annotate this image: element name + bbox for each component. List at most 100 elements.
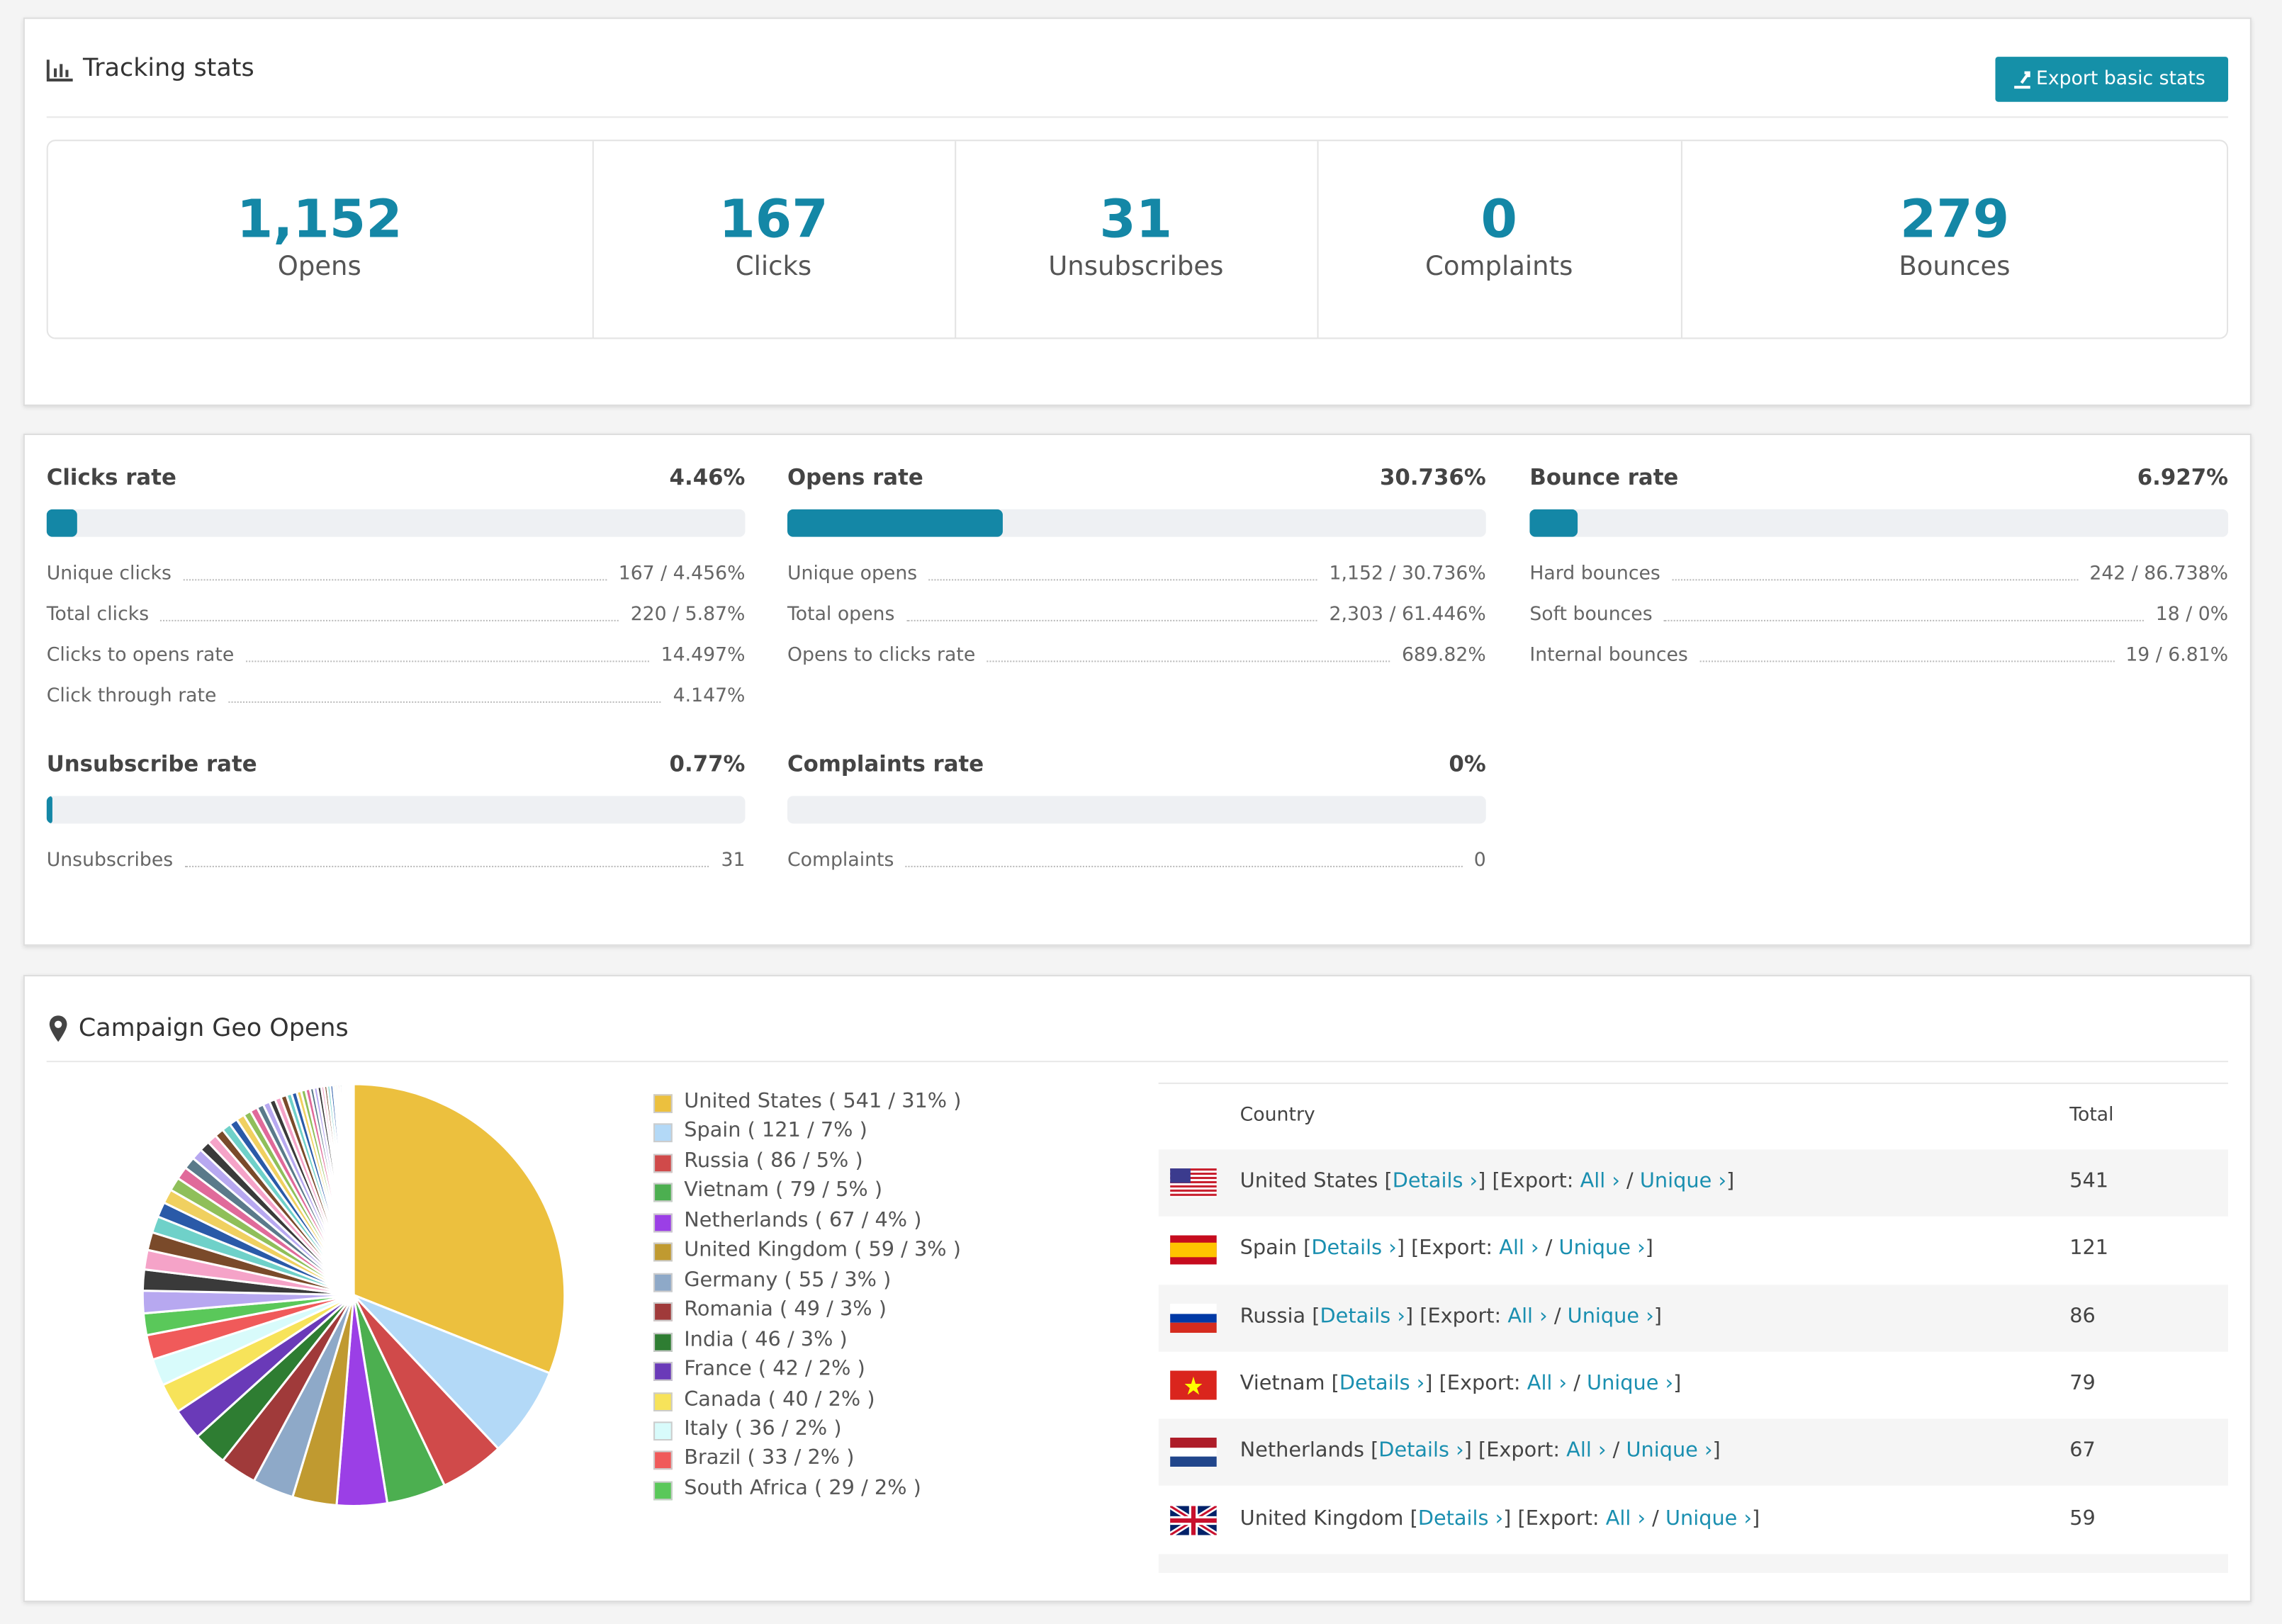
- row-label: Unique opens: [787, 563, 918, 585]
- bracket: ]: [1653, 1304, 1662, 1329]
- details-link[interactable]: Details ›: [1320, 1304, 1405, 1329]
- bracket: ]: [1396, 1237, 1405, 1261]
- pie-chart: [141, 1083, 566, 1508]
- rate-track: [1529, 509, 2229, 537]
- rate-track: [46, 509, 746, 537]
- rate-track: [787, 796, 1486, 824]
- rate-row: Opens to clicks rate 689.82%: [787, 645, 1486, 667]
- rate-row: Internal bounces 19 / 6.81%: [1529, 645, 2228, 667]
- legend-swatch: [653, 1421, 673, 1440]
- legend-swatch: [653, 1362, 673, 1381]
- table-header: Total: [2069, 1104, 2114, 1127]
- leader: [1699, 660, 2114, 662]
- unique-link[interactable]: Unique ›: [1665, 1506, 1753, 1530]
- rate-row: Soft bounces 18 / 0%: [1529, 604, 2228, 626]
- bracket: ]: [1726, 1170, 1735, 1193]
- stat-label: Unsubscribes: [1048, 252, 1224, 283]
- details-link[interactable]: Details ›: [1339, 1372, 1425, 1396]
- table-row: United Kingdom [Details ›] [Export: All …: [1158, 1486, 2229, 1554]
- unique-link[interactable]: Unique ›: [1587, 1372, 1674, 1396]
- row-value: 4.147%: [673, 685, 746, 708]
- unique-link[interactable]: Unique ›: [1558, 1237, 1646, 1261]
- row-label: Internal bounces: [1529, 644, 1688, 667]
- row-label: Unsubscribes: [46, 850, 174, 872]
- rate-row: Total opens 2,303 / 61.446%: [787, 604, 1486, 626]
- pie-slice: [352, 1083, 566, 1375]
- row-value: 167 / 4.456%: [618, 563, 746, 585]
- unique-link[interactable]: Unique ›: [1626, 1439, 1713, 1463]
- table-row: Netherlands [Details ›] [Export: All › /…: [1158, 1419, 2229, 1487]
- rate-fill: [46, 509, 78, 537]
- leader: [227, 701, 662, 703]
- total: 121: [2069, 1237, 2109, 1261]
- table-header: Country: [1240, 1104, 1315, 1127]
- all-link[interactable]: All ›: [1499, 1237, 1539, 1261]
- rate-row: Unique opens 1,152 / 30.736%: [787, 563, 1486, 585]
- rate-value: 6.927%: [2137, 464, 2229, 491]
- all-link[interactable]: All ›: [1566, 1439, 1607, 1463]
- total: 79: [2069, 1372, 2096, 1396]
- bracket: ]: [1463, 1439, 1472, 1463]
- all-link[interactable]: All ›: [1507, 1304, 1548, 1329]
- flag: [1170, 1236, 1217, 1265]
- row-value: 2,303 / 61.446%: [1329, 604, 1486, 626]
- leader: [905, 865, 1463, 867]
- rate-value: 0.77%: [669, 750, 746, 777]
- bracket: [: [1303, 1237, 1312, 1261]
- bracket: ]: [1478, 1170, 1486, 1193]
- legend-label: United States ( 541 / 31% ): [684, 1090, 962, 1114]
- export-button[interactable]: Export basic stats: [1995, 57, 2229, 102]
- unique-link[interactable]: Unique ›: [1639, 1170, 1726, 1193]
- details-link[interactable]: Details ›: [1378, 1439, 1464, 1463]
- all-link[interactable]: All ›: [1580, 1170, 1620, 1193]
- stat-label: Clicks: [735, 252, 812, 283]
- leader: [183, 579, 607, 581]
- divider: [46, 116, 2229, 118]
- total: 541: [2069, 1170, 2109, 1193]
- rate-title: Opens rate: [787, 464, 923, 491]
- legend-label: Romania ( 49 / 3% ): [684, 1298, 887, 1321]
- bracket: ]: [1712, 1439, 1721, 1463]
- export-label: [Export:: [1439, 1372, 1521, 1396]
- row-value: 14.497%: [661, 644, 746, 667]
- details-link[interactable]: Details ›: [1392, 1170, 1478, 1193]
- legend-swatch: [653, 1124, 673, 1143]
- legend-label: Germany ( 55 / 3% ): [684, 1268, 892, 1292]
- total: 86: [2069, 1304, 2096, 1329]
- legend-swatch: [653, 1332, 673, 1351]
- rate-value: 4.46%: [669, 464, 746, 491]
- divider: [46, 1061, 2229, 1063]
- all-link[interactable]: All ›: [1605, 1506, 1646, 1530]
- rate-track: [787, 509, 1486, 537]
- rate-row: Hard bounces 242 / 86.738%: [1529, 563, 2228, 585]
- flag: [1170, 1168, 1217, 1198]
- bracket: [: [1312, 1304, 1320, 1329]
- flag: [1168, 1502, 1218, 1538]
- details-link[interactable]: Details ›: [1311, 1237, 1397, 1261]
- legend-label: Canada ( 40 / 2% ): [684, 1387, 875, 1411]
- legend-label: Vietnam ( 79 / 5% ): [684, 1179, 883, 1202]
- legend-label: India ( 46 / 3% ): [684, 1328, 848, 1351]
- leader: [928, 579, 1318, 581]
- row-label: Complaints: [787, 850, 894, 872]
- legend-label: South Africa ( 29 / 2% ): [684, 1477, 921, 1500]
- row-value: 0: [1473, 850, 1486, 872]
- slash: /: [1553, 1304, 1561, 1329]
- table-row: Germany [Details ›] [Export: All › / Uni…: [1158, 1553, 2229, 1573]
- legend-swatch: [653, 1154, 673, 1173]
- rate-title: Bounce rate: [1529, 464, 1679, 491]
- bracket: ]: [1503, 1506, 1512, 1530]
- row-label: Unique clicks: [46, 563, 172, 585]
- country-cell: Vietnam [Details ›] [Export: All › / Uni…: [1240, 1372, 1682, 1395]
- all-link[interactable]: All ›: [1527, 1372, 1568, 1396]
- stats-box: [46, 140, 2229, 339]
- details-link[interactable]: Details ›: [1417, 1506, 1504, 1530]
- row-label: Soft bounces: [1529, 604, 1653, 626]
- leader: [1672, 579, 2078, 581]
- pie-slice: [352, 1294, 551, 1450]
- country-cell: Russia [Details ›] [Export: All › / Uniq…: [1240, 1304, 1662, 1328]
- unique-link[interactable]: Unique ›: [1567, 1304, 1654, 1329]
- export-label: [Export:: [1411, 1237, 1493, 1261]
